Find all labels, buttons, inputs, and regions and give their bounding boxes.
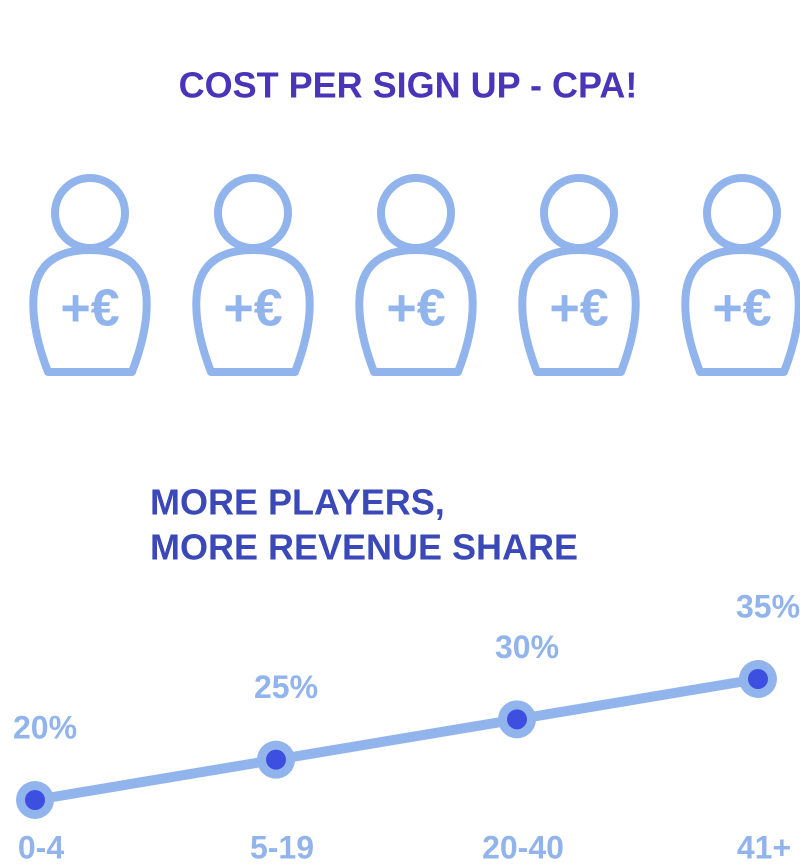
icon-body	[192, 246, 314, 376]
person-icon: +€	[29, 174, 151, 376]
person-icon: +€	[518, 174, 640, 376]
point	[25, 790, 45, 810]
icon-body	[355, 246, 477, 376]
person-icon: +€	[192, 174, 314, 376]
icon-label: +€	[60, 280, 119, 338]
chart-title: MORE PLAYERS,	[150, 482, 445, 523]
chart: 20% 0-4 25% 5-19 30% 20-40 35% 41+	[13, 588, 800, 865]
icon-head	[540, 174, 618, 252]
icon-body	[518, 246, 640, 376]
value-label: 30%	[495, 629, 559, 665]
category-label: 20-40	[482, 829, 564, 865]
category-label: 41+	[737, 829, 791, 865]
icon-label: +€	[386, 280, 445, 338]
line	[34, 674, 759, 805]
icon-head	[214, 174, 292, 252]
point	[266, 749, 286, 770]
icon-head	[703, 174, 781, 252]
value-label: 25%	[254, 669, 318, 705]
chart-title: MORE REVENUE SHARE	[150, 527, 578, 568]
person-icon: +€	[355, 174, 477, 376]
person-icon: +€	[681, 174, 800, 376]
point	[748, 669, 768, 689]
icons: +€ +€ +€ +€ +€	[29, 174, 800, 376]
category-label: 0-4	[18, 829, 64, 865]
category-label: 5-19	[250, 829, 314, 865]
icon-label: +€	[549, 280, 608, 338]
icon-head	[51, 174, 129, 252]
page-title: COST PER SIGN UP - CPA!	[179, 65, 638, 106]
icon-body	[29, 246, 151, 376]
icon-head	[377, 174, 455, 252]
value-label: 20%	[13, 709, 77, 745]
point	[507, 709, 527, 730]
icon-label: +€	[712, 280, 771, 338]
value-label: 35%	[736, 588, 800, 624]
icon-label: +€	[223, 280, 282, 338]
icon-body	[681, 246, 800, 376]
